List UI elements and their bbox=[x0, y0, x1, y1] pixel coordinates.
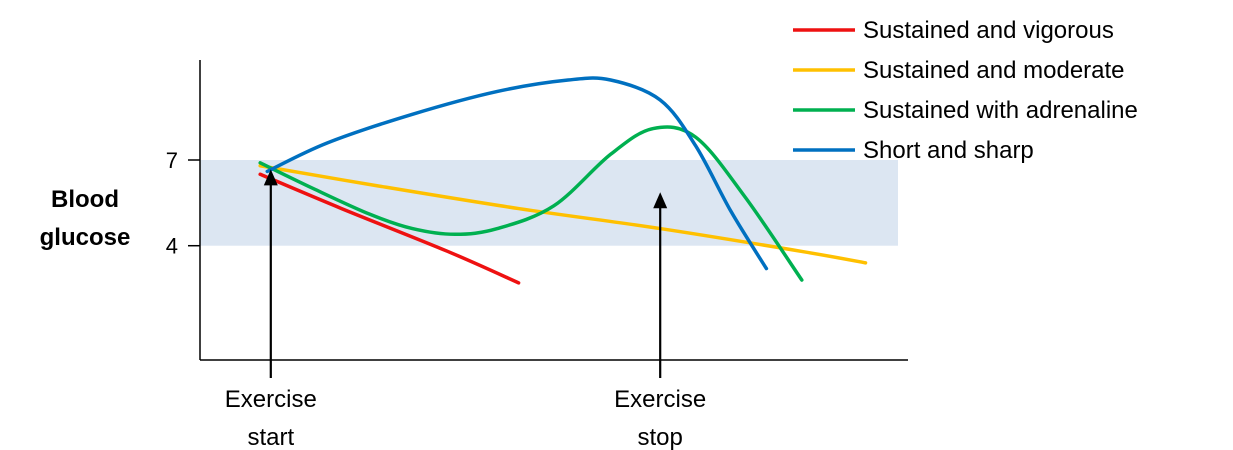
legend-label-3: Sustained with adrenaline bbox=[863, 97, 1138, 124]
y-axis-label-line: glucose bbox=[40, 224, 131, 251]
legend-label-1: Sustained and vigorous bbox=[863, 17, 1114, 44]
annotation-label-stop: Exercise bbox=[614, 386, 706, 413]
annotation-arrowhead-start bbox=[263, 169, 278, 186]
series-line-4 bbox=[265, 76, 769, 271]
legend-label-4: Short and sharp bbox=[863, 137, 1034, 164]
series-line-1 bbox=[258, 172, 521, 285]
y-tick-label: 7 bbox=[166, 148, 178, 173]
y-axis-label-line: Blood bbox=[51, 186, 119, 213]
legend-label-2: Sustained and moderate bbox=[863, 57, 1125, 84]
y-ticks: 47 bbox=[166, 148, 200, 259]
legend: Sustained and vigorous Sustained and mode… bbox=[793, 17, 1138, 164]
annotation-label-stop: stop bbox=[638, 424, 683, 450]
annotation-label-start: start bbox=[247, 424, 294, 450]
annotation-label-start: Exercise bbox=[225, 386, 317, 413]
series-line-2 bbox=[258, 163, 868, 265]
y-tick-label: 4 bbox=[166, 234, 178, 259]
annotation-arrowhead-stop bbox=[653, 192, 668, 209]
series-lines bbox=[258, 76, 868, 285]
annotations: Exercise start Exercise stop bbox=[225, 169, 706, 450]
series-line-3 bbox=[258, 125, 804, 282]
y-axis-label: Blood glucose bbox=[40, 186, 131, 251]
